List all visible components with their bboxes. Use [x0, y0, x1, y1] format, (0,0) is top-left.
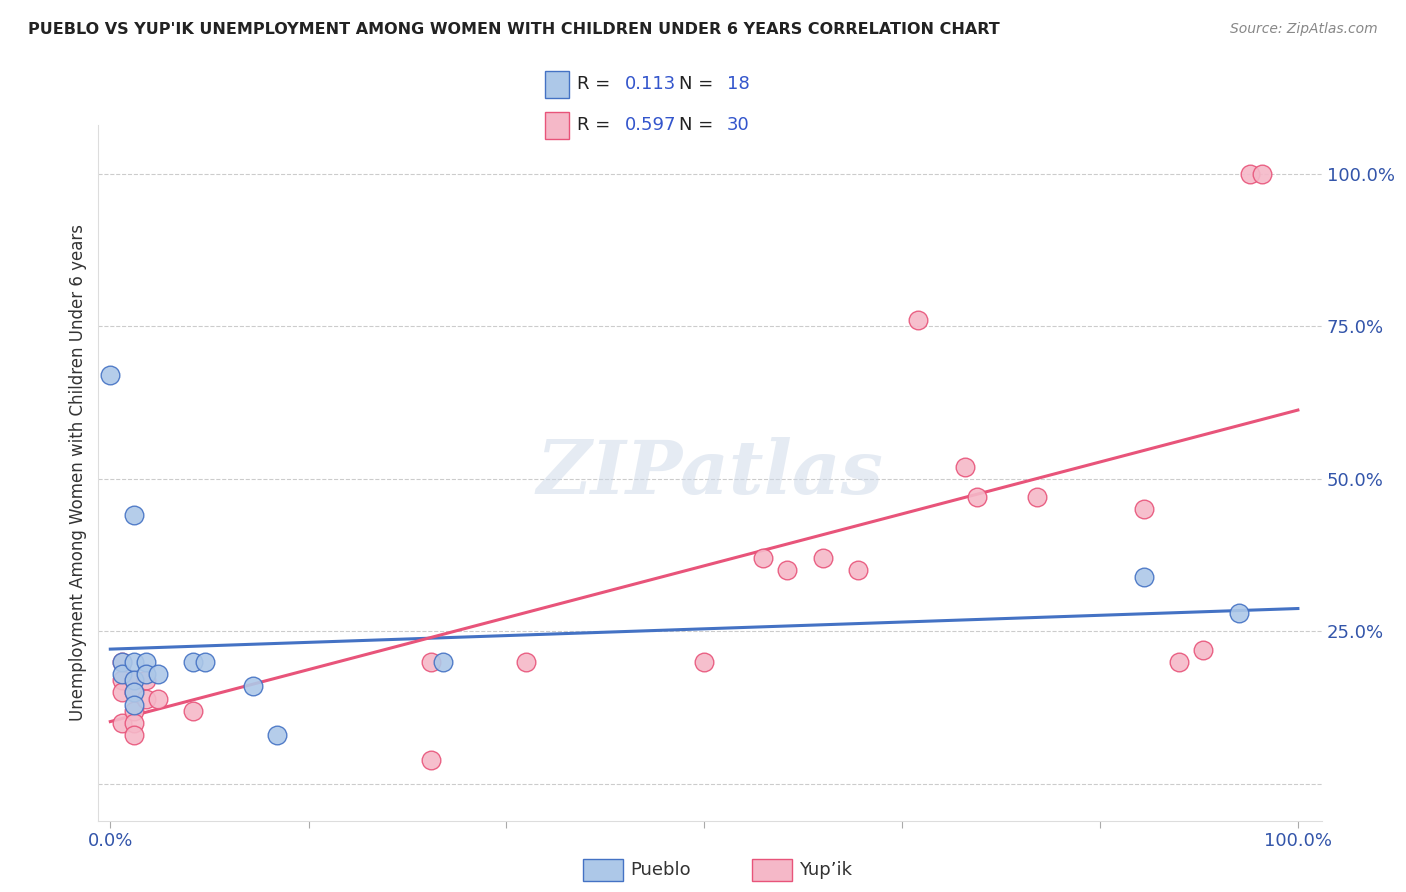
Text: N =: N = — [679, 116, 718, 135]
Text: Yup’ik: Yup’ik — [799, 861, 852, 879]
Point — [135, 655, 157, 669]
Point — [183, 704, 205, 718]
Point — [111, 667, 134, 681]
Point — [1239, 167, 1261, 181]
Y-axis label: Unemployment Among Women with Children Under 6 years: Unemployment Among Women with Children U… — [69, 224, 87, 722]
Text: 0.597: 0.597 — [626, 116, 676, 135]
Point — [1168, 655, 1191, 669]
Point — [111, 655, 134, 669]
Text: Pueblo: Pueblo — [630, 861, 690, 879]
Text: N =: N = — [679, 75, 718, 94]
Point — [183, 655, 205, 669]
Point — [752, 551, 775, 566]
Point — [122, 704, 145, 718]
Point — [242, 679, 264, 693]
Point — [122, 673, 145, 688]
Point — [420, 753, 443, 767]
Point — [122, 716, 145, 731]
Point — [1132, 502, 1154, 516]
Point — [111, 685, 134, 699]
Text: ZIPatlas: ZIPatlas — [537, 436, 883, 509]
Point — [135, 691, 157, 706]
FancyBboxPatch shape — [546, 71, 569, 98]
Point — [146, 667, 169, 681]
Text: 18: 18 — [727, 75, 749, 94]
Point — [122, 698, 145, 712]
Point — [907, 313, 929, 327]
Point — [693, 655, 716, 669]
Point — [1227, 606, 1250, 620]
Point — [1025, 490, 1047, 504]
Point — [194, 655, 217, 669]
Point — [122, 728, 145, 742]
Text: R =: R = — [576, 75, 616, 94]
Point — [111, 716, 134, 731]
Point — [135, 673, 157, 688]
Point — [432, 655, 454, 669]
Point — [111, 673, 134, 688]
Point — [966, 490, 988, 504]
Point — [1132, 569, 1154, 583]
Text: Source: ZipAtlas.com: Source: ZipAtlas.com — [1230, 22, 1378, 37]
Point — [122, 673, 145, 688]
Point — [98, 368, 121, 383]
Text: PUEBLO VS YUP'IK UNEMPLOYMENT AMONG WOMEN WITH CHILDREN UNDER 6 YEARS CORRELATIO: PUEBLO VS YUP'IK UNEMPLOYMENT AMONG WOME… — [28, 22, 1000, 37]
Point — [122, 685, 145, 699]
Point — [146, 691, 169, 706]
Point — [848, 563, 870, 577]
FancyBboxPatch shape — [546, 112, 569, 139]
Text: R =: R = — [576, 116, 616, 135]
Point — [776, 563, 799, 577]
Point — [266, 728, 288, 742]
Point — [420, 655, 443, 669]
Point — [515, 655, 537, 669]
Point — [955, 459, 977, 474]
Point — [111, 655, 134, 669]
Text: 30: 30 — [727, 116, 749, 135]
Point — [1251, 167, 1274, 181]
Point — [1192, 642, 1215, 657]
Point — [122, 655, 145, 669]
Text: 0.113: 0.113 — [626, 75, 676, 94]
Point — [122, 685, 145, 699]
Point — [811, 551, 834, 566]
Point — [122, 508, 145, 523]
Point — [135, 667, 157, 681]
